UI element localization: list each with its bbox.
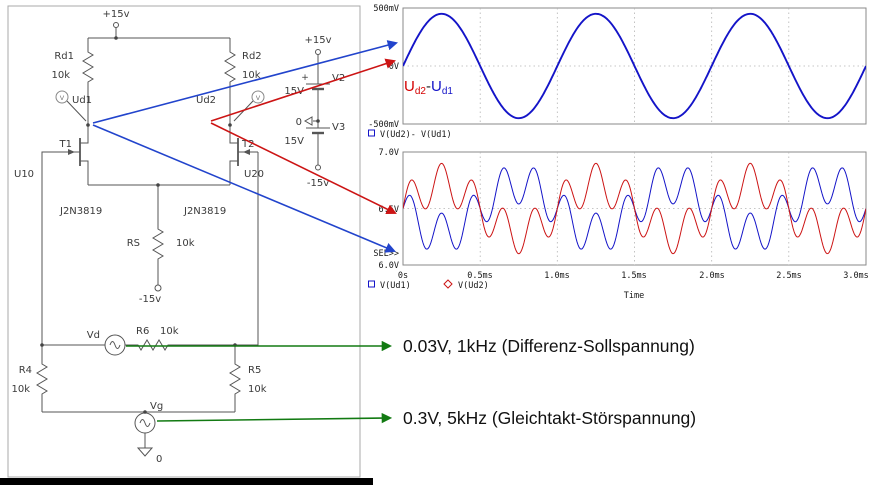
voltage-probe-right-icon bbox=[251, 90, 265, 104]
trace-vud2-minus-vud1 bbox=[403, 12, 866, 120]
ud1-label: Ud1 bbox=[72, 95, 92, 106]
vg-sine-glyph bbox=[139, 419, 151, 427]
t2-label: T2 bbox=[241, 139, 254, 150]
legend-marker-diamond-icon bbox=[443, 279, 453, 289]
q1-label: J2N3819 bbox=[59, 206, 102, 217]
legend-marker-square2-icon bbox=[368, 280, 375, 288]
vd-source-icon bbox=[104, 334, 126, 356]
vee-label: -15v bbox=[139, 294, 161, 305]
v2-plus-sign: + bbox=[301, 73, 309, 83]
rd2-label: Rd2 bbox=[242, 51, 262, 62]
vcc-terminal-icon bbox=[113, 22, 119, 28]
jfet-t1-gate-arrow-icon bbox=[68, 149, 75, 155]
source-annotations: 0.03V, 1kHz (Differenz-Sollspannung) 0.3… bbox=[403, 336, 696, 428]
ground-symbol-icon bbox=[136, 447, 154, 457]
u20-label: U20 bbox=[244, 169, 264, 180]
sel-indicator: SEL>> bbox=[373, 249, 399, 259]
arrow-vg-to-common-label bbox=[156, 412, 393, 424]
v3-value: 15V bbox=[284, 136, 304, 147]
xtick-0s: 0s bbox=[398, 271, 408, 281]
supply-minus-label: -15v bbox=[307, 178, 329, 189]
u10-label: U10 bbox=[14, 169, 34, 180]
battery-v3-icon bbox=[306, 127, 330, 135]
rs-label: RS bbox=[127, 238, 140, 249]
r6-value: 10k bbox=[160, 326, 179, 337]
supply-plus-terminal-icon bbox=[315, 49, 321, 55]
junction-dots bbox=[40, 36, 320, 414]
supply-minus-terminal-icon bbox=[315, 164, 321, 171]
vee-terminal-icon bbox=[154, 284, 162, 292]
xtick-1-5ms: 1.5ms bbox=[621, 271, 647, 281]
supply-plus-label: +15v bbox=[304, 35, 331, 46]
circuit-schematic: +15v Rd1 10k Rd2 10k V V Ud1 Ud2 T1 T2 U… bbox=[0, 5, 373, 485]
jfet-channels bbox=[79, 138, 239, 166]
rs-value: 10k bbox=[176, 238, 195, 249]
xtick-2-5ms: 2.5ms bbox=[776, 271, 802, 281]
probe-left-glyph: V bbox=[60, 94, 65, 102]
plot-differential: 500mV 0V -500mV V(Ud2)- V(Ud1) Ud2-Ud1 bbox=[368, 4, 867, 140]
vd-sine-glyph bbox=[109, 341, 121, 349]
ground-zero-label: 0 bbox=[156, 454, 162, 465]
legend-vud1: V(Ud1) bbox=[380, 281, 411, 291]
xtick-0-5ms: 0.5ms bbox=[467, 271, 493, 281]
vg-label: Vg bbox=[150, 401, 163, 412]
xtick-1ms: 1.0ms bbox=[544, 271, 570, 281]
resistor-rd1 bbox=[82, 46, 94, 88]
probe-right-glyph: V bbox=[256, 94, 261, 102]
voltage-probe-left-icon bbox=[55, 90, 69, 104]
xtick-3ms: 3.0ms bbox=[843, 271, 869, 281]
v3-name: V3 bbox=[332, 122, 345, 133]
ytick-0v: 0V bbox=[389, 62, 399, 72]
vcc-label: +15v bbox=[102, 9, 129, 20]
rd2-value: 10k bbox=[242, 70, 261, 81]
resistor-r5 bbox=[229, 358, 241, 400]
vd-label: Vd bbox=[87, 330, 100, 341]
arrow-ud2-to-bottom-plot bbox=[210, 122, 397, 215]
legend-vud2: V(Ud2) bbox=[458, 281, 489, 291]
arrow-ud1-to-bottom-plot bbox=[92, 124, 396, 253]
time-axis-label: Time bbox=[624, 291, 644, 301]
ytick-6v: 6.0V bbox=[379, 261, 399, 271]
legend-marker-square-icon bbox=[368, 129, 375, 137]
zero-node-label: 0 bbox=[296, 117, 302, 128]
ytick-neg500mv: -500mV bbox=[368, 120, 399, 130]
legend-top-trace: V(Ud2)- V(Ud1) bbox=[380, 130, 452, 140]
q2-label: J2N3819 bbox=[183, 206, 226, 217]
rd1-value: 10k bbox=[51, 70, 70, 81]
cm-annotation-text: 0.3V, 5kHz (Gleichtakt-Störspannung) bbox=[403, 408, 696, 428]
expr-ud2-minus-ud1: Ud2-Ud1 bbox=[404, 78, 453, 97]
jfet-t2-gate-arrow-icon bbox=[243, 149, 250, 155]
xtick-2ms: 2.0ms bbox=[699, 271, 725, 281]
zero-node-symbol-icon bbox=[303, 116, 313, 126]
v2-value: 15V bbox=[284, 86, 304, 97]
plot-outputs: 7.0V 6.5V SEL>> 6.0V 0s 0.5ms 1.0ms 1.5m… bbox=[368, 148, 869, 301]
r6-label: R6 bbox=[136, 326, 149, 337]
annotation-arrows bbox=[92, 40, 399, 424]
schematic-border bbox=[7, 5, 361, 478]
arrow-ud1-to-top-plot bbox=[92, 40, 399, 124]
r5-value: 10k bbox=[248, 384, 267, 395]
r4-value: 10k bbox=[11, 384, 30, 395]
ytick-500mv: 500mV bbox=[373, 4, 399, 14]
r4-label: R4 bbox=[19, 365, 32, 376]
r5-label: R5 bbox=[248, 365, 261, 376]
rd1-label: Rd1 bbox=[54, 51, 74, 62]
trace-vud2 bbox=[403, 162, 866, 255]
resistor-r4 bbox=[36, 358, 48, 400]
resistor-rs bbox=[152, 223, 164, 265]
bottom-black-bar bbox=[0, 478, 373, 485]
diff-annotation-text: 0.03V, 1kHz (Differenz-Sollspannung) bbox=[403, 336, 695, 356]
ytick-7v: 7.0V bbox=[379, 148, 399, 158]
arrow-ud2-to-top-plot bbox=[210, 58, 396, 122]
ud2-label: Ud2 bbox=[196, 95, 216, 106]
resistor-rd2 bbox=[224, 46, 236, 88]
t1-label: T1 bbox=[59, 139, 72, 150]
